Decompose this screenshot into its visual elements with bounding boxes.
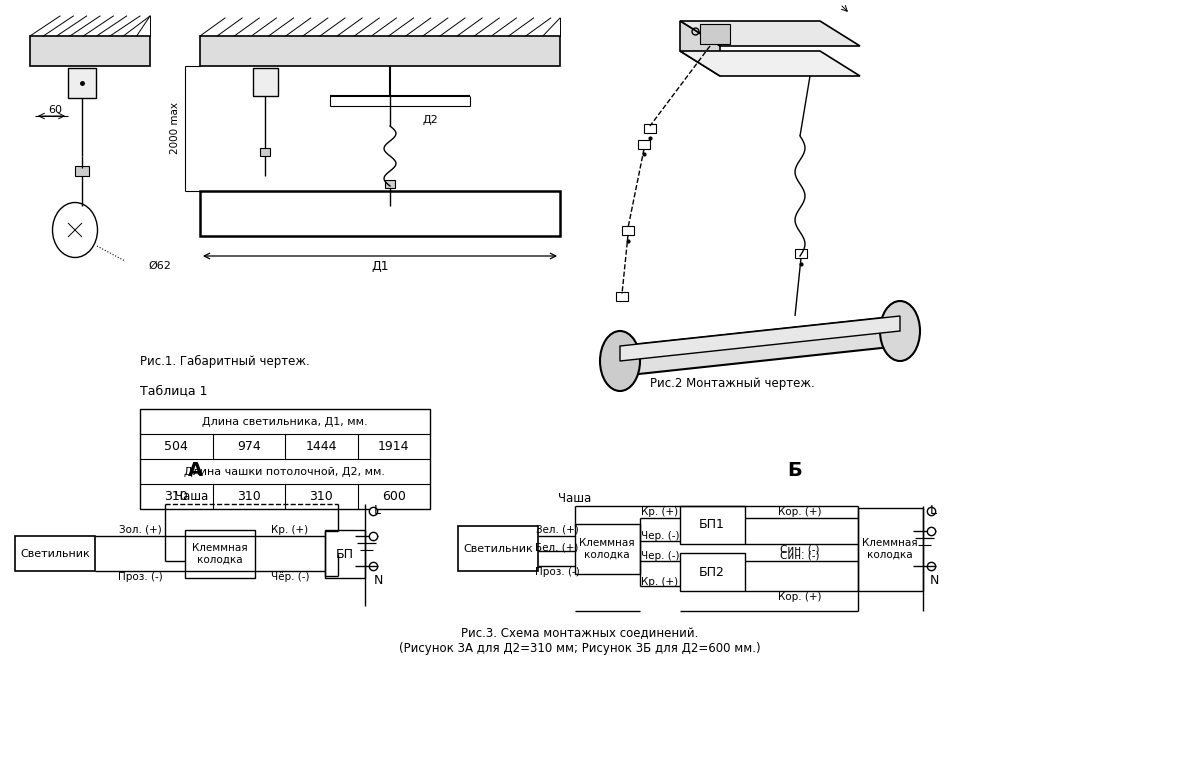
Text: Кр. (+): Кр. (+) [642, 507, 678, 517]
Bar [458, 526, 538, 571]
Text: Чер. (-): Чер. (-) [641, 531, 679, 541]
Bar [200, 191, 560, 236]
Text: 310: 310 [236, 490, 260, 503]
Bar [858, 508, 923, 591]
Bar [680, 506, 745, 544]
Bar [616, 292, 628, 301]
Text: БП2: БП2 [700, 566, 725, 578]
Bar [74, 166, 89, 176]
Ellipse shape [53, 203, 97, 258]
Ellipse shape [600, 331, 640, 391]
Text: Кр. (+): Кр. (+) [642, 577, 678, 587]
Text: Рис.2 Монтажный чертеж.: Рис.2 Монтажный чертеж. [650, 376, 815, 390]
Text: Светильник: Светильник [20, 549, 90, 559]
Bar [644, 124, 656, 133]
Polygon shape [620, 316, 900, 376]
Text: 1914: 1914 [378, 440, 409, 453]
Text: L: L [374, 504, 382, 518]
Text: БП1: БП1 [700, 518, 725, 532]
Text: N: N [930, 574, 940, 587]
Bar [796, 249, 808, 258]
Text: Рис.1. Габаритный чертеж.: Рис.1. Габаритный чертеж. [140, 355, 310, 368]
Text: Таблица 1: Таблица 1 [140, 384, 208, 397]
Text: Проз. (-): Проз. (-) [535, 567, 580, 577]
Bar [622, 226, 634, 235]
Bar [325, 530, 365, 578]
Text: БП: БП [336, 548, 354, 560]
Text: Кор. (+): Кор. (+) [779, 507, 822, 517]
Text: Син. (-): Син. (-) [780, 545, 820, 555]
Text: Проз. (-): Проз. (-) [118, 572, 162, 582]
Bar [260, 148, 270, 156]
Text: Рис.3. Схема монтажных соединений.
(Рисунок 3А для Д2=310 мм; Рисунок 3Б для Д2=: Рис.3. Схема монтажных соединений. (Рису… [400, 627, 761, 655]
Text: А: А [187, 462, 203, 480]
Text: Кр. (+): Кр. (+) [271, 525, 308, 535]
Bar [185, 530, 256, 578]
Polygon shape [620, 316, 900, 361]
Text: 2000 max: 2000 max [170, 102, 180, 154]
Text: Б: Б [787, 462, 803, 480]
Text: N: N [374, 574, 383, 587]
Text: Чаша: Чаша [175, 490, 209, 503]
Text: Чёр. (-): Чёр. (-) [271, 572, 310, 582]
Polygon shape [680, 21, 860, 46]
Bar [14, 536, 95, 571]
Text: Бел. (+): Бел. (+) [535, 543, 578, 553]
Text: 504: 504 [164, 440, 188, 453]
Text: Кор. (+): Кор. (+) [779, 592, 822, 602]
Text: 600: 600 [382, 490, 406, 503]
Text: 310: 310 [164, 490, 188, 503]
Text: Чер. (-): Чер. (-) [641, 551, 679, 561]
Bar [638, 140, 650, 149]
Text: 310: 310 [310, 490, 334, 503]
Text: Зел. (+): Зел. (+) [535, 525, 578, 535]
Bar [68, 68, 96, 98]
Bar [200, 36, 560, 66]
Bar [253, 68, 278, 96]
Text: Зол. (+): Зол. (+) [119, 525, 161, 535]
Text: Син. (-): Син. (-) [780, 550, 820, 560]
Text: Клеммная
колодка: Клеммная колодка [192, 543, 248, 565]
Text: Клеммная
колодка: Клеммная колодка [862, 539, 918, 559]
Bar [680, 553, 745, 591]
Text: Длина светильника, Д1, мм.: Длина светильника, Д1, мм. [202, 417, 368, 427]
Text: 60: 60 [48, 105, 62, 115]
Text: Длина чашки потолочной, Д2, мм.: Длина чашки потолочной, Д2, мм. [185, 466, 385, 476]
Text: 974: 974 [236, 440, 260, 453]
Ellipse shape [880, 301, 920, 361]
Text: 1444: 1444 [306, 440, 337, 453]
Bar [385, 180, 395, 188]
Polygon shape [680, 21, 720, 76]
Text: Ø62: Ø62 [148, 261, 170, 271]
Bar [30, 36, 150, 66]
Bar [140, 409, 430, 509]
Text: Клеммная
колодка: Клеммная колодка [580, 539, 635, 559]
Text: Чаша: Чаша [558, 491, 592, 504]
Bar [700, 24, 730, 44]
Text: L: L [930, 504, 937, 518]
Polygon shape [680, 51, 860, 76]
Text: Д2: Д2 [422, 115, 438, 125]
Bar [575, 524, 640, 574]
Text: Д1: Д1 [371, 259, 389, 272]
Text: Светильник: Светильник [463, 544, 533, 554]
